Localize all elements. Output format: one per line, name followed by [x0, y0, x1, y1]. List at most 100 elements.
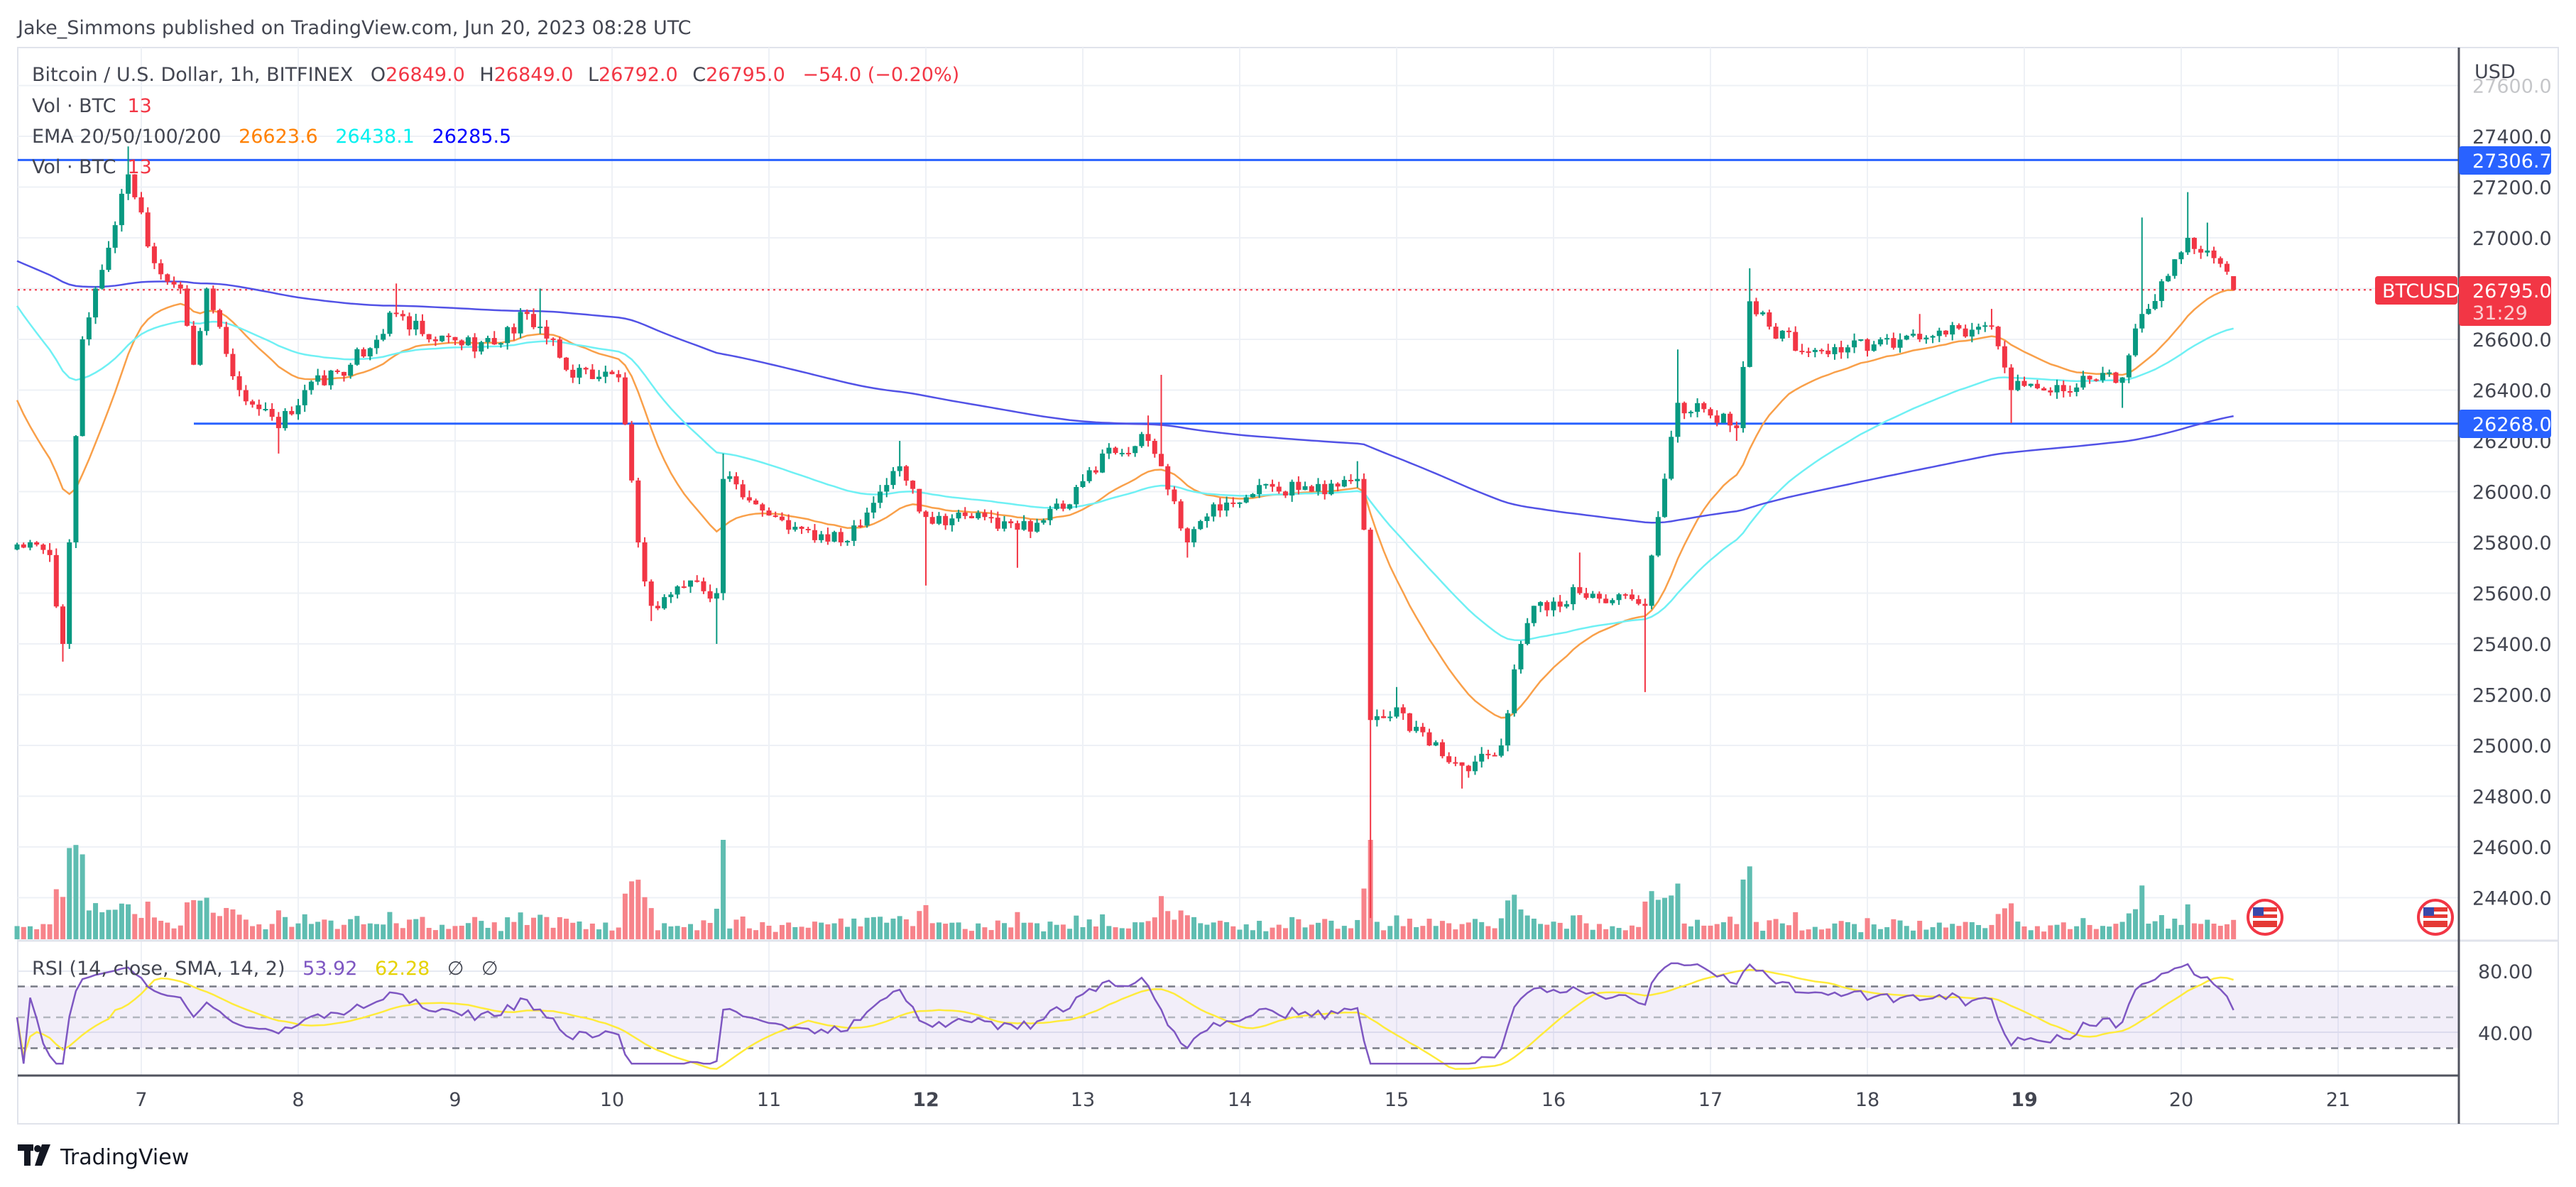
candle[interactable] — [864, 508, 870, 528]
candle[interactable] — [302, 384, 307, 412]
candle[interactable] — [1891, 332, 1896, 350]
candle[interactable] — [609, 370, 615, 375]
candle[interactable] — [99, 264, 105, 290]
candle[interactable] — [871, 496, 876, 519]
candle[interactable] — [792, 522, 798, 532]
candle[interactable] — [589, 363, 595, 380]
candle[interactable] — [1943, 330, 1948, 337]
candle[interactable] — [1563, 601, 1569, 609]
candle[interactable] — [1636, 595, 1642, 606]
candle[interactable] — [1080, 474, 1086, 488]
candle[interactable] — [799, 525, 804, 535]
candle[interactable] — [976, 510, 981, 520]
candle[interactable] — [878, 485, 883, 508]
candle[interactable] — [956, 510, 961, 522]
candle[interactable] — [635, 477, 641, 548]
candle[interactable] — [1760, 310, 1766, 316]
candle[interactable] — [14, 542, 20, 551]
us-flag-icon[interactable] — [2247, 899, 2283, 936]
candle[interactable] — [1512, 664, 1517, 717]
candle[interactable] — [1936, 327, 1942, 342]
candle[interactable] — [1832, 344, 1838, 360]
legend-ema[interactable]: EMA 20/50/100/200 26623.6 26438.1 26285.… — [32, 126, 511, 148]
candle[interactable] — [642, 537, 648, 587]
candle[interactable] — [2009, 364, 2014, 423]
candle[interactable] — [1282, 491, 1288, 498]
candle[interactable] — [812, 524, 817, 543]
candle[interactable] — [295, 398, 301, 420]
candle[interactable] — [1982, 322, 1988, 332]
candle[interactable] — [1119, 449, 1125, 457]
candle[interactable] — [1838, 341, 1844, 359]
candle[interactable] — [838, 527, 844, 547]
candle[interactable] — [67, 539, 72, 649]
candle[interactable] — [1498, 738, 1504, 757]
candle[interactable] — [1904, 334, 1909, 341]
candle[interactable] — [165, 273, 170, 285]
candle[interactable] — [1341, 476, 1347, 488]
candle[interactable] — [884, 478, 890, 498]
candle[interactable] — [80, 336, 85, 437]
horizontal-lines[interactable] — [18, 158, 2459, 425]
candle[interactable] — [53, 548, 59, 608]
candle[interactable] — [243, 385, 249, 405]
candle[interactable] — [1610, 598, 1615, 606]
candle[interactable] — [1596, 591, 1602, 603]
candle[interactable] — [753, 498, 759, 505]
candle[interactable] — [1407, 713, 1412, 733]
candle[interactable] — [616, 370, 621, 383]
candle[interactable] — [1825, 344, 1831, 358]
candle[interactable] — [1328, 479, 1334, 496]
candle[interactable] — [1923, 335, 1929, 344]
candle[interactable] — [112, 221, 118, 253]
candle[interactable] — [518, 308, 523, 339]
candle[interactable] — [1217, 498, 1223, 518]
candle[interactable] — [224, 322, 229, 357]
candle[interactable] — [269, 403, 275, 421]
candle[interactable] — [1067, 503, 1073, 510]
candle[interactable] — [1002, 515, 1007, 532]
candle[interactable] — [381, 329, 386, 341]
candle[interactable] — [1747, 268, 1752, 368]
candle[interactable] — [805, 526, 811, 533]
candle[interactable] — [210, 285, 216, 314]
candle[interactable] — [1165, 464, 1171, 496]
candle[interactable] — [1701, 401, 1707, 413]
candle[interactable] — [1786, 327, 1791, 339]
candle[interactable] — [2107, 369, 2112, 377]
candle[interactable] — [2021, 376, 2027, 388]
candle[interactable] — [236, 371, 242, 397]
candle[interactable] — [1224, 496, 1230, 517]
candle[interactable] — [459, 339, 464, 351]
candle[interactable] — [407, 312, 413, 336]
candle[interactable] — [1812, 348, 1818, 358]
candle[interactable] — [1368, 527, 1373, 919]
candle[interactable] — [361, 347, 366, 358]
candle[interactable] — [1243, 494, 1249, 504]
candle[interactable] — [1027, 519, 1033, 538]
candle[interactable] — [936, 512, 942, 525]
candle[interactable] — [1630, 589, 1634, 601]
candle[interactable] — [1583, 588, 1589, 600]
candle[interactable] — [2166, 273, 2171, 283]
candle[interactable] — [831, 530, 837, 542]
candle[interactable] — [629, 420, 635, 483]
tradingview-brand[interactable]: TradingView — [60, 1145, 189, 1170]
candle[interactable] — [962, 507, 968, 520]
candle[interactable] — [1439, 739, 1445, 759]
candle[interactable] — [988, 510, 994, 523]
candle[interactable] — [2074, 383, 2080, 397]
candle[interactable] — [1100, 449, 1106, 474]
candle[interactable] — [1374, 709, 1380, 727]
candle[interactable] — [917, 488, 922, 514]
candle[interactable] — [1093, 466, 1098, 475]
candle[interactable] — [145, 207, 151, 248]
candle[interactable] — [1184, 527, 1190, 558]
candle[interactable] — [557, 337, 562, 359]
hline-label-bottom[interactable]: 26268.0 — [2459, 410, 2552, 438]
candle[interactable] — [27, 540, 33, 551]
candle[interactable] — [622, 372, 628, 425]
legend-volume-2[interactable]: Vol · BTC 13 — [32, 156, 152, 178]
candle[interactable] — [524, 309, 530, 320]
